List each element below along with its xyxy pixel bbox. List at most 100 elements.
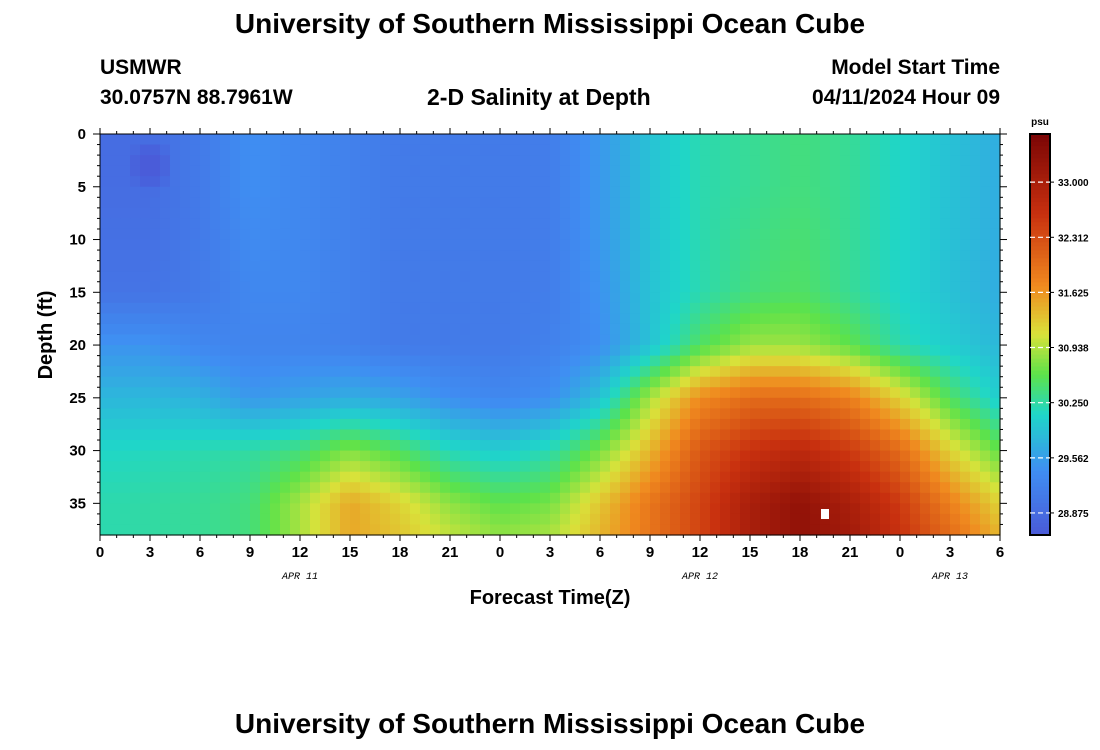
heatmap-cell — [800, 471, 811, 483]
heatmap-cell — [250, 218, 261, 230]
station-coords: 30.0757N 88.7961W — [100, 86, 293, 109]
heatmap-cell — [890, 334, 901, 346]
heatmap-cell — [740, 292, 751, 304]
heatmap-cell — [130, 197, 141, 209]
heatmap-cell — [820, 186, 831, 198]
heatmap-cell — [150, 366, 161, 378]
heatmap-cell — [470, 292, 481, 304]
heatmap-cell — [980, 207, 991, 220]
heatmap-cell — [290, 524, 301, 536]
heatmap-cell — [220, 186, 231, 198]
heatmap-cell — [180, 176, 191, 188]
heatmap-cell — [170, 418, 181, 431]
heatmap-cell — [750, 228, 761, 241]
heatmap-cell — [710, 207, 721, 220]
heatmap-cell — [670, 207, 681, 220]
heatmap-cell — [520, 271, 531, 283]
heatmap-cell — [820, 176, 831, 188]
heatmap-cell — [870, 292, 881, 304]
heatmap-cell — [500, 239, 511, 251]
heatmap-cell — [300, 461, 311, 473]
heatmap-cell — [800, 239, 811, 251]
heatmap-cell — [160, 355, 171, 367]
heatmap-cell — [490, 302, 501, 314]
heatmap-cell — [690, 313, 701, 325]
heatmap-cell — [410, 176, 421, 188]
heatmap-cell — [930, 408, 941, 420]
heatmap-cell — [270, 207, 281, 220]
heatmap-cell — [460, 250, 471, 262]
heatmap-cell — [140, 271, 151, 283]
heatmap-cell — [680, 323, 691, 336]
heatmap-cell — [910, 397, 921, 409]
heatmap-cell — [820, 440, 831, 452]
heatmap-cell — [150, 313, 161, 325]
heatmap-cell — [940, 355, 951, 367]
heatmap-cell — [490, 471, 501, 483]
heatmap-cell — [100, 440, 111, 452]
heatmap-cell — [230, 440, 241, 452]
heatmap-cell — [470, 197, 481, 209]
heatmap-cell — [150, 334, 161, 346]
heatmap-cell — [630, 440, 641, 452]
heatmap-cell — [380, 134, 391, 146]
colorbar-band — [1030, 454, 1050, 460]
heatmap-cell — [900, 366, 911, 378]
heatmap-cell — [450, 387, 461, 399]
heatmap-cell — [600, 144, 611, 156]
colorbar-band — [1030, 474, 1050, 480]
heatmap-cell — [640, 281, 651, 293]
heatmap-cell — [790, 260, 801, 272]
heatmap-cell — [100, 418, 111, 431]
heatmap-cell — [230, 334, 241, 346]
heatmap-cell — [830, 239, 841, 251]
heatmap-cell — [510, 281, 521, 293]
heatmap-cell — [610, 134, 621, 146]
heatmap-cell — [590, 376, 601, 388]
heatmap-cell — [460, 366, 471, 378]
heatmap-cell — [100, 323, 111, 336]
heatmap-cell — [530, 302, 541, 314]
heatmap-cell — [610, 323, 621, 336]
heatmap-cell — [730, 323, 741, 336]
heatmap-cell — [430, 134, 441, 146]
heatmap-cell — [430, 176, 441, 188]
heatmap-cell — [430, 355, 441, 367]
heatmap-cell — [900, 271, 911, 283]
heatmap-cell — [710, 397, 721, 409]
heatmap-cell — [220, 302, 231, 314]
heatmap-cell — [640, 503, 651, 515]
heatmap-cell — [360, 429, 371, 441]
heatmap-cell — [410, 313, 421, 325]
model-start-time: 04/11/2024 Hour 09 — [812, 86, 1000, 109]
heatmap-cell — [210, 228, 221, 241]
heatmap-cell — [740, 250, 751, 262]
heatmap-cell — [250, 450, 261, 462]
model-start-label: Model Start Time — [831, 56, 1000, 79]
heatmap-cell — [780, 503, 791, 515]
heatmap-cell — [830, 482, 841, 494]
heatmap-cell — [750, 513, 761, 526]
heatmap-cell — [570, 471, 581, 483]
colorbar-band — [1030, 354, 1050, 360]
heatmap-cell — [910, 134, 921, 146]
heatmap-cell — [390, 218, 401, 230]
heatmap-cell — [320, 429, 331, 441]
heatmap-cell — [740, 176, 751, 188]
heatmap-cell — [410, 397, 421, 409]
heatmap-cell — [830, 513, 841, 526]
heatmap-cell — [950, 207, 961, 220]
heatmap-cell — [850, 355, 861, 367]
heatmap-cell — [120, 218, 131, 230]
heatmap-cell — [730, 281, 741, 293]
heatmap-cell — [340, 503, 351, 515]
heatmap-cell — [580, 313, 591, 325]
heatmap-cell — [260, 186, 271, 198]
heatmap-cell — [710, 418, 721, 431]
heatmap-cell — [240, 218, 251, 230]
heatmap-cell — [700, 429, 711, 441]
heatmap-cell — [740, 513, 751, 526]
heatmap-cell — [730, 155, 741, 167]
colorbar-band — [1030, 470, 1050, 476]
heatmap-cell — [390, 313, 401, 325]
